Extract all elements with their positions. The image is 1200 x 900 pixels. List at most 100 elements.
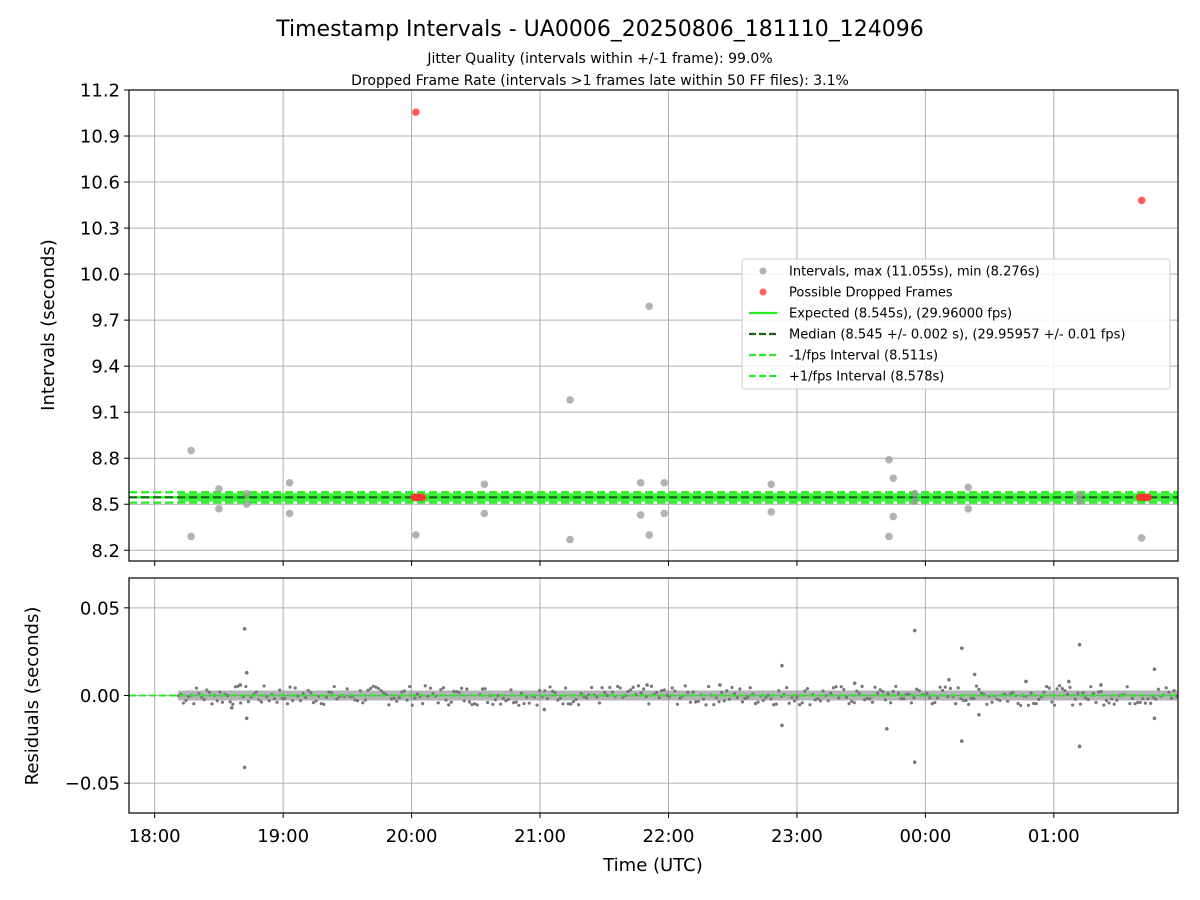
residual-noise-dot — [285, 702, 290, 706]
residual-noise-dot — [665, 693, 669, 698]
residual-noise-dot — [306, 688, 310, 693]
interval-point-21 — [885, 455, 893, 464]
residual-noise-dot — [670, 686, 674, 690]
residual-noise-dot — [938, 685, 942, 689]
residual-noise-dot — [335, 697, 339, 701]
residual-noise-dot — [961, 698, 966, 703]
residual-noise-dot — [764, 695, 768, 700]
residual-noise-dot — [322, 702, 326, 706]
residual-noise-dot — [369, 686, 373, 691]
residual-noise-dot — [928, 696, 932, 700]
residual-noise-dot — [639, 691, 643, 695]
residual-noise-dot — [475, 703, 479, 707]
residual-noise-dot — [1143, 701, 1148, 705]
residual-point-21 — [1152, 716, 1157, 721]
residual-noise-dot — [291, 699, 295, 703]
residual-noise-dot — [1016, 701, 1020, 706]
residual-noise-dot — [899, 697, 903, 701]
intervals-y-axis-label: Intervals (seconds) — [38, 239, 59, 411]
residual-noise-dot — [995, 697, 999, 701]
x-axis-label: Time (UTC) — [602, 855, 703, 876]
residual-noise-dot — [1063, 688, 1067, 693]
residual-noise-dot — [777, 689, 781, 693]
residual-noise-dot — [608, 685, 612, 690]
residual-noise-dot — [564, 686, 568, 690]
residual-noise-dot — [395, 699, 399, 703]
residual-point-11 — [947, 677, 951, 682]
residual-noise-dot — [436, 701, 440, 705]
residual-noise-dot — [400, 690, 404, 694]
residual-noise-dot — [834, 685, 838, 689]
residual-noise-dot — [332, 684, 336, 689]
interval-point-5 — [242, 500, 251, 509]
residual-noise-dot — [410, 703, 414, 707]
residual-noise-dot — [842, 687, 846, 692]
residual-noise-dot — [517, 703, 521, 707]
residual-noise-dot — [363, 698, 368, 702]
residual-noise-dot — [1104, 698, 1109, 703]
legend-label-dropped: Possible Dropped Frames — [789, 286, 953, 301]
interval-point-28 — [964, 505, 972, 513]
residual-noise-dot — [345, 687, 349, 691]
residual-noise-dot — [1110, 697, 1114, 701]
residual-noise-dot — [207, 690, 212, 695]
residual-noise-dot — [865, 696, 869, 700]
residual-noise-dot — [428, 686, 433, 690]
residual-noise-dot — [457, 690, 461, 694]
residual-noise-dot — [288, 685, 292, 689]
residual-noise-dot — [275, 700, 279, 704]
residual-noise-dot — [896, 691, 901, 695]
residual-noise-dot — [990, 700, 994, 704]
residual-noise-dot — [740, 700, 745, 704]
residual-noise-dot — [818, 699, 823, 703]
residual-noise-dot — [948, 686, 953, 690]
interval-point-27 — [964, 483, 972, 492]
residual-noise-dot — [925, 691, 929, 695]
residual-noise-dot — [408, 684, 412, 689]
residual-noise-dot — [439, 688, 443, 692]
residual-noise-dot — [366, 688, 370, 692]
residual-point-20 — [1152, 667, 1157, 671]
chart-title: Timestamp Intervals - UA0006_20250806_18… — [275, 17, 924, 42]
x-tick-label-5: 23:00 — [771, 826, 823, 847]
residual-noise-dot — [1138, 700, 1142, 705]
residual-noise-dot — [470, 702, 474, 707]
residual-noise-dot — [246, 700, 251, 704]
residual-point-23 — [645, 683, 649, 687]
intervals-y-tick-label-3: 9.1 — [91, 403, 120, 424]
residual-noise-dot — [847, 702, 851, 706]
residual-noise-dot — [283, 696, 287, 701]
residual-point-4 — [238, 683, 243, 687]
residual-noise-dot — [1130, 696, 1135, 700]
residual-noise-dot — [704, 703, 708, 707]
interval-point-25 — [910, 489, 919, 498]
residual-noise-dot — [267, 699, 271, 703]
dropped-frame-point-0 — [412, 108, 420, 117]
residual-noise-dot — [1089, 685, 1093, 689]
residual-noise-dot — [421, 701, 425, 706]
residual-noise-dot — [558, 696, 563, 700]
residual-noise-dot — [423, 684, 427, 688]
residual-noise-dot — [1136, 700, 1140, 705]
residual-noise-dot — [1045, 684, 1049, 689]
legend-label-plus-fps: +1/fps Interval (8.578s) — [789, 370, 944, 385]
residual-noise-dot — [486, 700, 490, 705]
residual-noise-dot — [629, 688, 633, 692]
residual-noise-dot — [319, 701, 323, 706]
residual-noise-dot — [501, 696, 505, 700]
residual-noise-dot — [402, 689, 407, 693]
legend-marker-dropped — [759, 288, 767, 296]
residual-noise-dot — [527, 701, 531, 705]
residual-noise-dot — [358, 689, 362, 693]
residual-noise-dot — [743, 696, 747, 701]
residual-noise-dot — [889, 701, 893, 705]
residual-point-26 — [1099, 683, 1103, 687]
residual-noise-dot — [374, 685, 378, 689]
residual-point-24 — [718, 683, 722, 687]
residual-noise-dot — [852, 701, 856, 705]
intervals-y-tick-label-5: 9.7 — [91, 311, 120, 332]
residual-noise-dot — [616, 684, 620, 688]
intervals-y-tick-label-2: 8.8 — [91, 449, 120, 470]
x-tick-label-4: 22:00 — [643, 826, 695, 847]
residual-noise-dot — [293, 686, 297, 690]
